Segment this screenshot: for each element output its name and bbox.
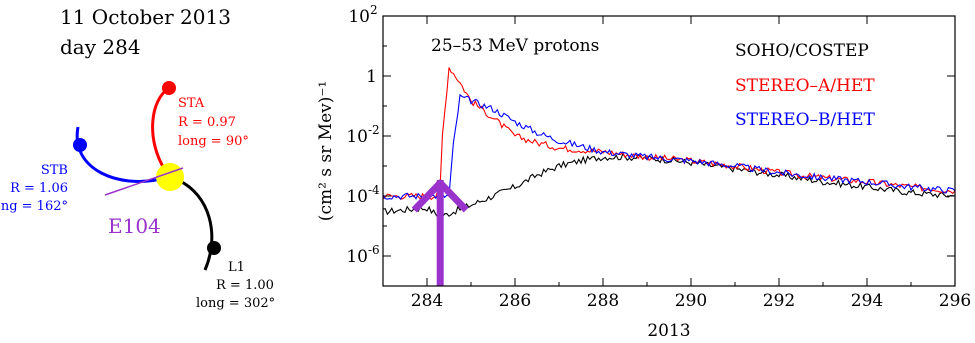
plot-content bbox=[382, 67, 956, 286]
event-marker-head bbox=[411, 179, 469, 213]
x-tick-label: 294 bbox=[851, 291, 883, 311]
date-label: 11 October 2013 bbox=[60, 5, 231, 29]
x-tick-label: 284 bbox=[411, 291, 443, 311]
sta-longitude: long = 90° bbox=[178, 134, 249, 149]
particle-annotation: 25–53 MeV protons bbox=[431, 36, 599, 56]
y-tick-label: 1 bbox=[366, 67, 377, 87]
y-axis: 102 1 10-2 10-4 10-6 bbox=[346, 3, 955, 287]
x-tick-label: 286 bbox=[499, 291, 531, 311]
series-line-0 bbox=[382, 152, 956, 219]
event-label: E104 bbox=[108, 214, 161, 238]
y-tick-label: 10-2 bbox=[346, 123, 379, 147]
stb-distance: R = 1.06 bbox=[10, 181, 68, 196]
sta-distance: R = 0.97 bbox=[178, 115, 236, 130]
stb-name: STB bbox=[41, 163, 68, 178]
stb-longitude: long = 162° bbox=[0, 199, 68, 214]
x-tick-label: 296 bbox=[939, 291, 971, 311]
config-diagram: 11 October 2013 day 284 STA R = 0.97 lon… bbox=[0, 5, 275, 311]
l1-orbit-arc bbox=[177, 178, 214, 271]
l1-name: L1 bbox=[228, 260, 245, 275]
day-label: day 284 bbox=[60, 35, 141, 59]
l1-distance: R = 1.00 bbox=[216, 278, 274, 293]
legend-entry-costep: SOHO/COSTEP bbox=[735, 41, 869, 61]
l1-longitude: long = 302° bbox=[196, 296, 275, 311]
x-tick-label: 288 bbox=[587, 291, 619, 311]
event-direction-line bbox=[104, 167, 184, 196]
series-line-2 bbox=[382, 93, 956, 201]
y-tick-label: 102 bbox=[348, 3, 377, 27]
x-tick-label: 292 bbox=[763, 291, 795, 311]
x-axis-label: 2013 bbox=[647, 321, 690, 341]
sun bbox=[156, 163, 184, 191]
l1-marker bbox=[207, 241, 221, 255]
y-tick-label: 10-4 bbox=[346, 183, 380, 207]
legend-entry-stereo-b: STEREO–B/HET bbox=[735, 110, 875, 130]
plot-frame bbox=[382, 15, 956, 287]
x-tick-label: 290 bbox=[675, 291, 707, 311]
legend-entry-stereo-a: STEREO–A/HET bbox=[735, 76, 875, 96]
stb-marker bbox=[73, 138, 87, 152]
sta-orbit-arc bbox=[151, 86, 170, 171]
x-axis: 284 286 288 290 292 294 296 bbox=[411, 16, 971, 311]
intensity-chart: 284 286 288 290 292 294 296 102 1 10-2 10-4 10-6 2… bbox=[316, 3, 971, 341]
sta-name: STA bbox=[178, 96, 205, 111]
y-axis-label: (cm² s sr Mev)⁻¹ bbox=[316, 81, 336, 221]
y-tick-label: 10-6 bbox=[346, 243, 379, 267]
sta-marker bbox=[162, 81, 176, 95]
